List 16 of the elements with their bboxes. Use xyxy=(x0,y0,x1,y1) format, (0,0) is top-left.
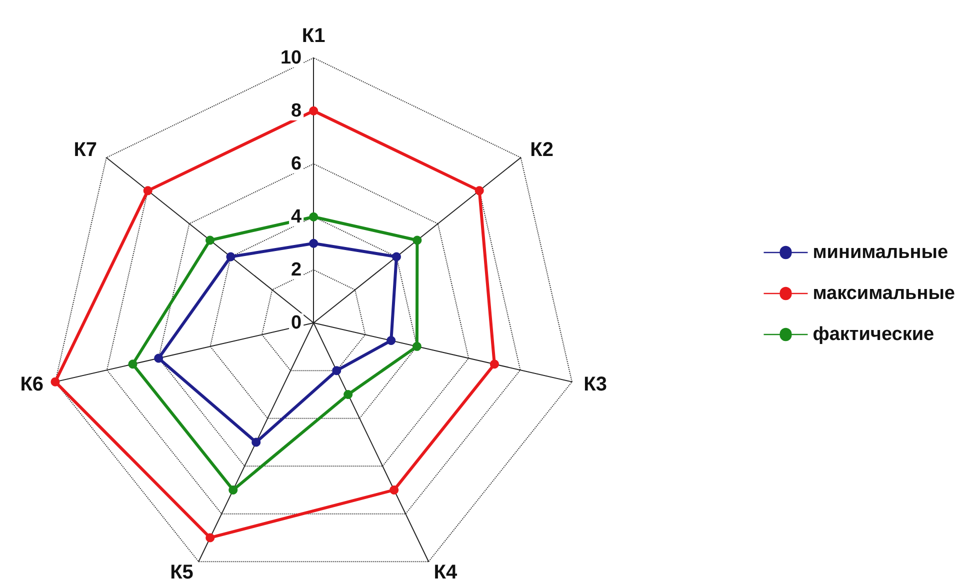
y-tick-label: 10 xyxy=(280,47,302,68)
y-tick-label: 2 xyxy=(291,259,302,280)
spoke-label: К1 xyxy=(302,24,326,47)
y-tick-label: 0 xyxy=(291,312,302,334)
spoke-label: К6 xyxy=(20,373,44,396)
legend-label: максимальные xyxy=(812,283,956,304)
y-tick-label: 4 xyxy=(291,206,302,228)
y-tick-label: 6 xyxy=(291,153,302,174)
y-tick-label: 8 xyxy=(291,100,302,122)
spoke-label: К4 xyxy=(434,561,458,584)
spoke-label: К2 xyxy=(530,139,554,162)
legend-label: фактические xyxy=(812,324,934,345)
spoke-label: К5 xyxy=(170,561,194,584)
spoke-label: К3 xyxy=(584,373,607,396)
spoke-label: К7 xyxy=(74,139,98,162)
legend-label: минимальные xyxy=(812,242,948,263)
